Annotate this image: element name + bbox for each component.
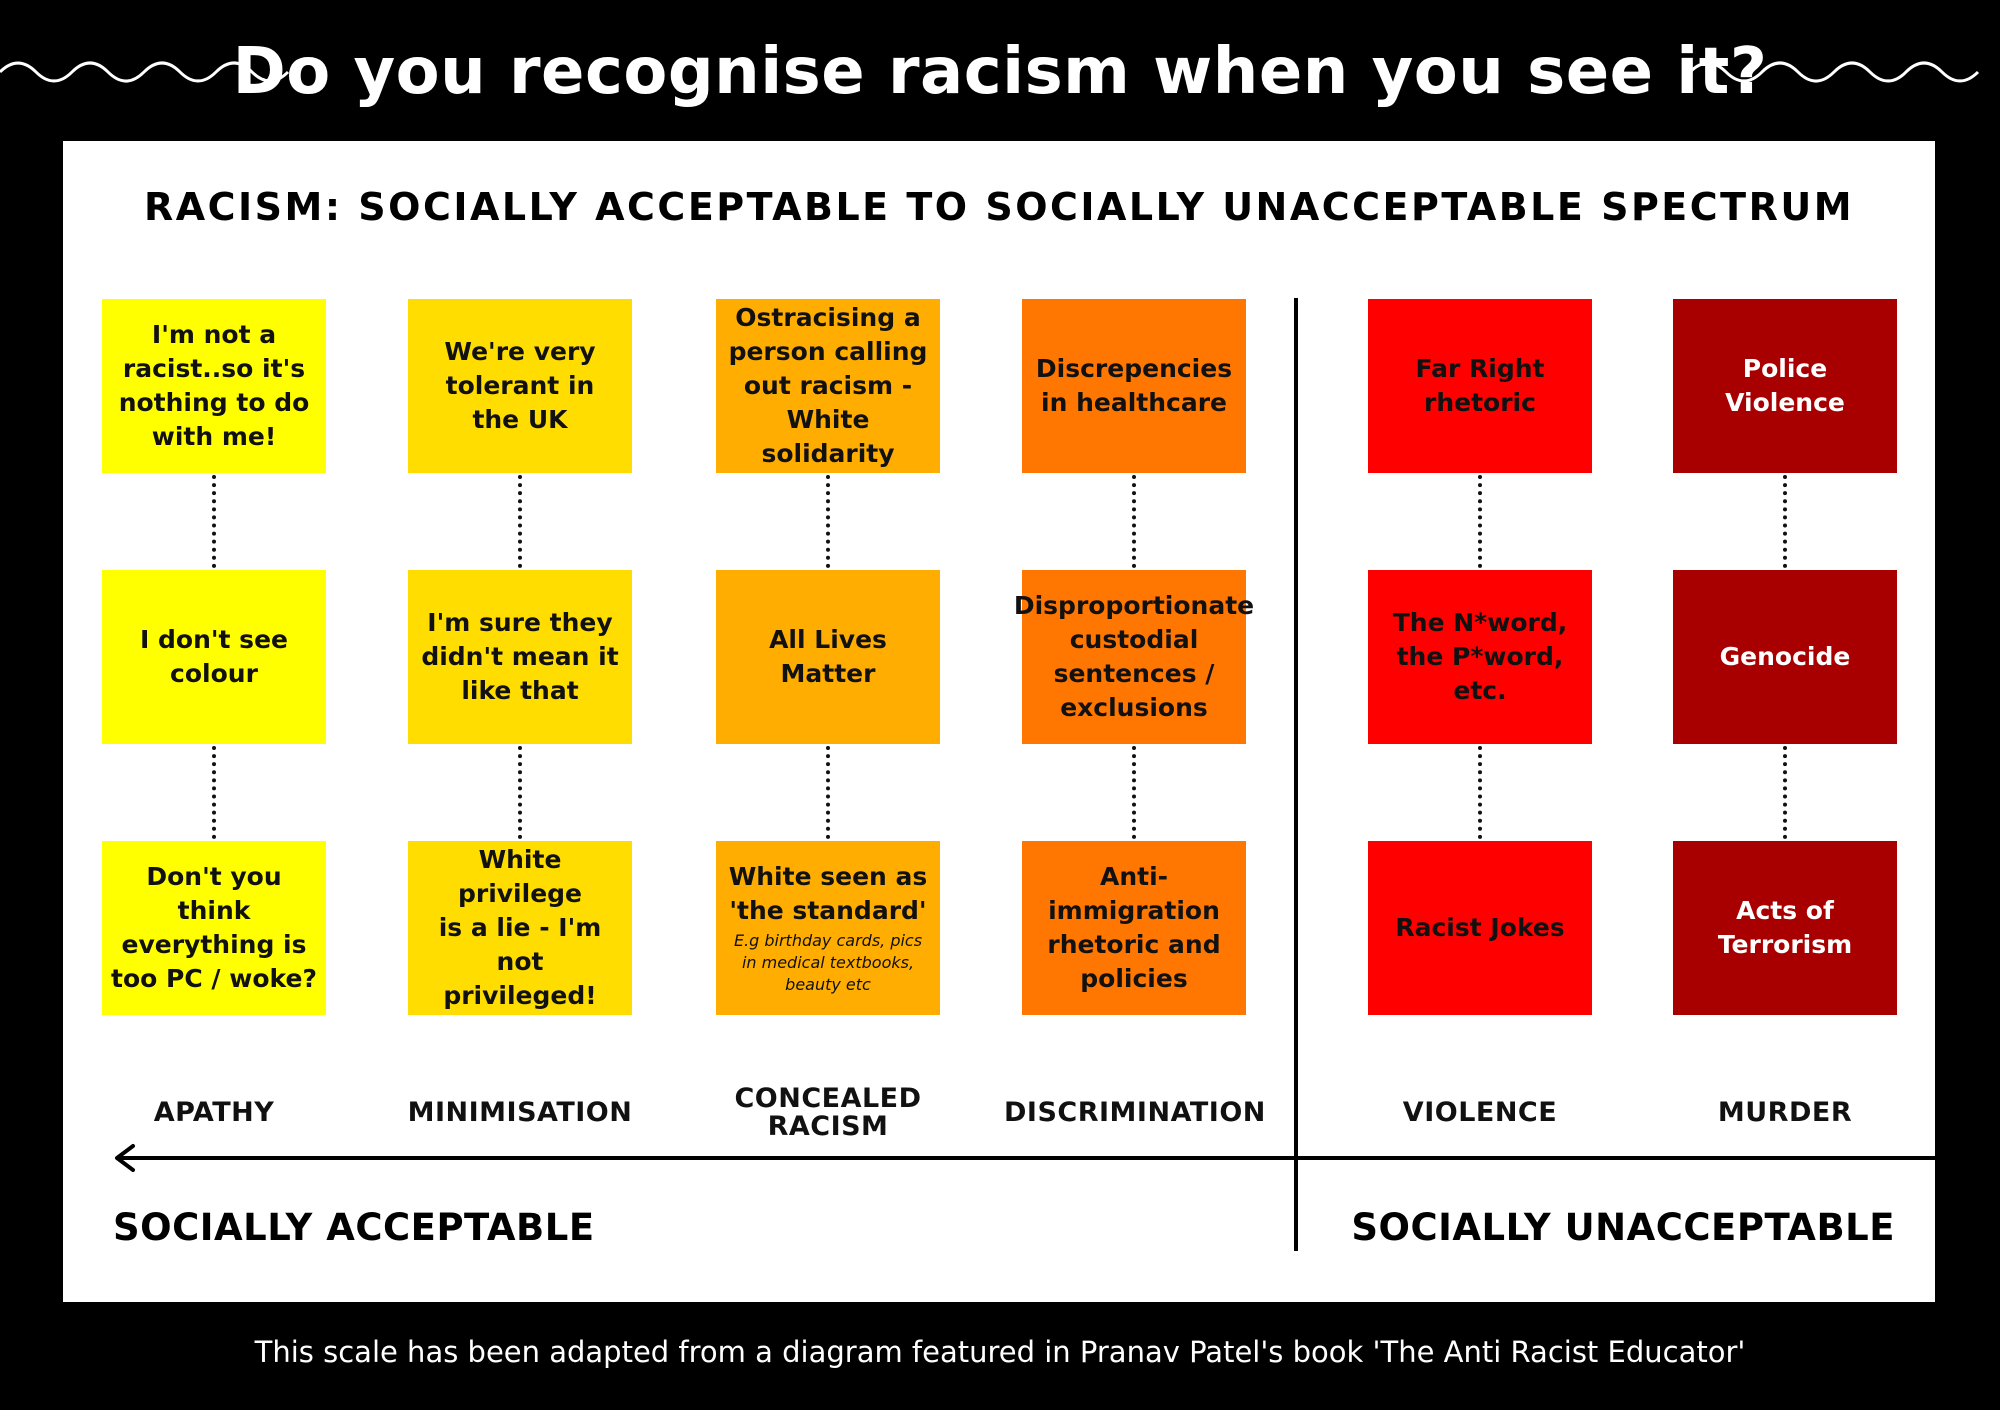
dotted-connector	[212, 475, 216, 568]
spectrum-box: Discrepencies in healthcare	[1022, 299, 1246, 473]
spectrum-box-text: I'm sure they didn't mean it like that	[421, 608, 619, 705]
wave-left-decoration	[0, 61, 290, 83]
spectrum-box: Genocide	[1673, 570, 1897, 744]
spectrum-box-text: Disproportionate custodial sentences / e…	[1013, 591, 1255, 722]
spectrum-box: Acts of Terrorism	[1673, 841, 1897, 1015]
spectrum-box-note: E.g birthday cards, pics in medical text…	[733, 931, 923, 994]
spectrum-axis-arrow	[115, 1144, 1963, 1172]
category-label: CONCEALED RACISM	[734, 1083, 922, 1142]
spectrum-box-text: Ostracising a person calling out racism …	[728, 303, 928, 468]
dotted-connector	[1132, 475, 1136, 568]
spectrum-box: White privilege is a lie - I'm not privi…	[408, 841, 632, 1015]
main-title: Do you recognise racism when you see it?	[232, 35, 1768, 109]
spectrum-box: White seen as 'the standard' E.g birthday…	[716, 841, 940, 1015]
dotted-connector	[1132, 746, 1136, 839]
source-footer: This scale has been adapted from a diagr…	[254, 1335, 1746, 1369]
dotted-connector	[518, 475, 522, 568]
spectrum-box: Don't you think everything is too PC / w…	[102, 841, 326, 1015]
spectrum-box-text: Acts of Terrorism	[1717, 896, 1853, 959]
spectrum-box: I'm not a racist..so it's nothing to do …	[102, 299, 326, 473]
spectrum-title: RACISM: SOCIALLY ACCEPTABLE TO SOCIALLY …	[143, 185, 1855, 229]
spectrum-box-text: Discrepencies in healthcare	[1035, 354, 1233, 417]
spectrum-box: Far Right rhetoric	[1368, 299, 1592, 473]
spectrum-box-text: I don't see colour	[140, 625, 288, 688]
spectrum-box-text: Genocide	[1719, 642, 1851, 671]
spectrum-box-text: I'm not a racist..so it's nothing to do …	[118, 320, 310, 451]
socially-unacceptable-label: SOCIALLY UNACCEPTABLE	[1351, 1206, 1895, 1249]
spectrum-box: All Lives Matter	[716, 570, 940, 744]
spectrum-box-text: Police Violence	[1725, 354, 1845, 417]
dotted-connector	[518, 746, 522, 839]
dotted-connector	[1478, 475, 1482, 568]
spectrum-box-text: Don't you think everything is too PC / w…	[111, 862, 317, 993]
category-label: DISCRIMINATION	[1004, 1097, 1266, 1128]
dotted-connector	[1478, 746, 1482, 839]
spectrum-box: Ostracising a person calling out racism …	[716, 299, 940, 473]
spectrum-box: Racist Jokes	[1368, 841, 1592, 1015]
spectrum-box-text: White seen as 'the standard'	[728, 862, 928, 925]
spectrum-box-text: Far Right rhetoric	[1415, 354, 1545, 417]
dotted-connector	[826, 475, 830, 568]
spectrum-box-text: White privilege is a lie - I'm not privi…	[438, 845, 602, 1010]
wave-right-decoration	[1690, 61, 1980, 83]
spectrum-box: Anti- immigration rhetoric and policies	[1022, 841, 1246, 1015]
category-label: APATHY	[153, 1097, 275, 1128]
socially-acceptable-label: SOCIALLY ACCEPTABLE	[113, 1206, 595, 1249]
spectrum-panel: RACISM: SOCIALLY ACCEPTABLE TO SOCIALLY …	[63, 141, 1963, 1302]
dotted-connector	[1783, 475, 1787, 568]
spectrum-box-text: Racist Jokes	[1395, 913, 1565, 942]
dotted-connector	[826, 746, 830, 839]
spectrum-box-text: The N*word, the P*word, etc.	[1392, 608, 1568, 705]
spectrum-box: Police Violence	[1673, 299, 1897, 473]
dotted-connector	[212, 746, 216, 839]
spectrum-box: The N*word, the P*word, etc.	[1368, 570, 1592, 744]
category-label: MINIMISATION	[407, 1097, 633, 1128]
dotted-connector	[1783, 746, 1787, 839]
spectrum-box: We're very tolerant in the UK	[408, 299, 632, 473]
acceptability-divider	[1294, 298, 1298, 1251]
category-label: MURDER	[1717, 1097, 1853, 1128]
category-label: VIOLENCE	[1402, 1097, 1558, 1128]
spectrum-box: Disproportionate custodial sentences / e…	[1014, 570, 1254, 744]
spectrum-box: I don't see colour	[102, 570, 326, 744]
spectrum-box-text: We're very tolerant in the UK	[444, 337, 596, 434]
spectrum-box-text: Anti- immigration rhetoric and policies	[1047, 862, 1221, 993]
spectrum-box: I'm sure they didn't mean it like that	[408, 570, 632, 744]
spectrum-box-text: All Lives Matter	[769, 625, 887, 688]
